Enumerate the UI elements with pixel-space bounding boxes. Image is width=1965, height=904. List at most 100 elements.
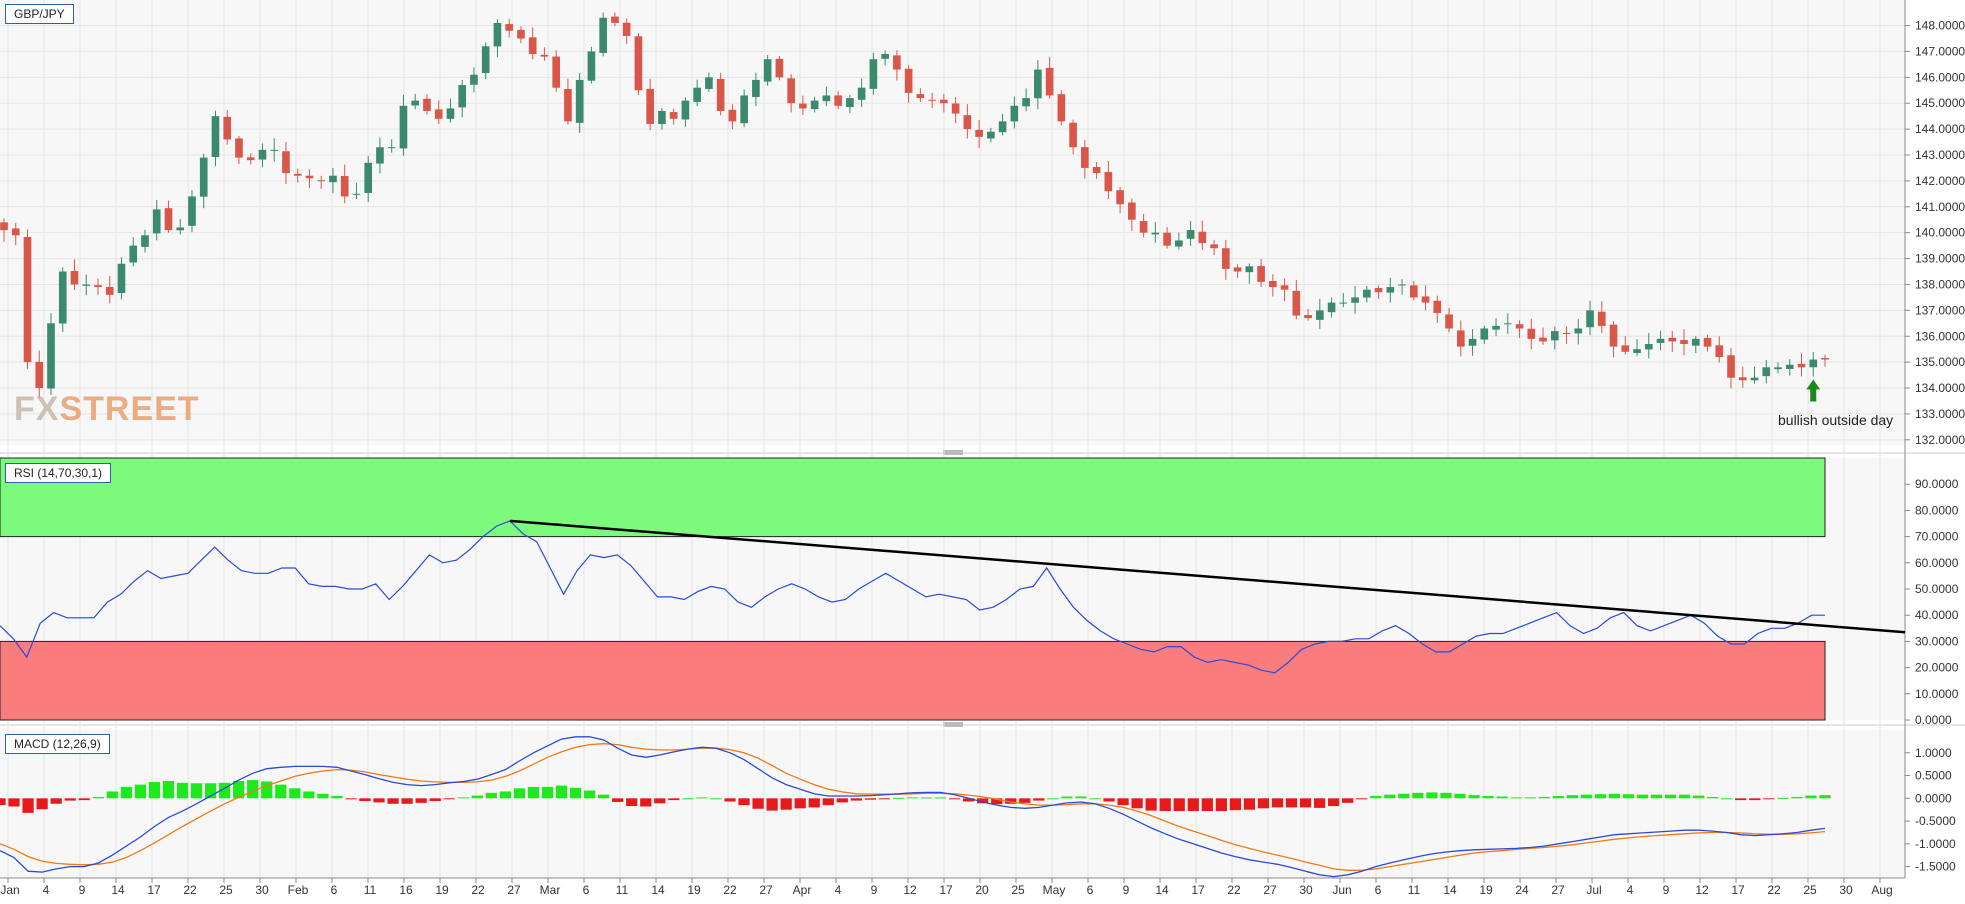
candle-body bbox=[129, 245, 138, 263]
candle-body bbox=[1644, 344, 1653, 350]
macd-histogram-bar bbox=[1299, 798, 1312, 808]
macd-histogram-bar bbox=[1566, 795, 1578, 799]
bullish-arrow-icon bbox=[1806, 379, 1821, 402]
candle-body bbox=[575, 79, 584, 123]
candle-body bbox=[940, 99, 948, 104]
macd-histogram-bar bbox=[1131, 798, 1143, 809]
macd-histogram-bar bbox=[387, 798, 399, 804]
macd-histogram-bar bbox=[247, 780, 259, 799]
candle-body bbox=[1821, 358, 1829, 360]
candle-body bbox=[1151, 232, 1160, 235]
macd-histogram-bar bbox=[934, 797, 947, 799]
rsi-line bbox=[0, 520, 1825, 674]
price-y-tick-label: 134.0000 bbox=[1915, 381, 1965, 395]
candle-body bbox=[387, 147, 396, 149]
x-tick-label: 19 bbox=[435, 883, 449, 897]
candle-body bbox=[35, 361, 44, 389]
candle-body bbox=[552, 56, 560, 88]
x-tick-label: 17 bbox=[147, 883, 161, 897]
macd-histogram-bar bbox=[1538, 796, 1550, 799]
macd-histogram-bar bbox=[345, 798, 357, 800]
macd-histogram-bar bbox=[1103, 798, 1115, 802]
x-tick-label: 9 bbox=[79, 883, 86, 897]
x-tick-label: Jul bbox=[1586, 883, 1601, 897]
macd-histogram-bar bbox=[949, 798, 961, 800]
x-tick-label: 22 bbox=[723, 883, 737, 897]
macd-histogram-bar bbox=[1622, 794, 1635, 799]
candle-body bbox=[1680, 340, 1688, 345]
candle-body bbox=[752, 79, 760, 98]
candle-body bbox=[258, 149, 267, 160]
macd-histogram-bar bbox=[1482, 796, 1494, 799]
macd-histogram-bar bbox=[1791, 796, 1803, 799]
macd-histogram-bar bbox=[204, 783, 217, 799]
fxstreet-logo: FXSTREET bbox=[14, 390, 200, 428]
macd-histogram-bar bbox=[598, 794, 610, 799]
macd-histogram-bar bbox=[50, 798, 62, 804]
candle-body bbox=[423, 98, 431, 111]
macd-histogram-bar bbox=[1636, 794, 1649, 799]
candle-body bbox=[1409, 285, 1418, 298]
macd-pane-bg bbox=[0, 730, 1905, 878]
candle-body bbox=[1386, 287, 1395, 293]
macd-y-tick-label: -0.5000 bbox=[1915, 814, 1956, 828]
x-tick-label: 17 bbox=[1191, 883, 1205, 897]
macd-histogram-bar bbox=[977, 798, 989, 804]
candle-body bbox=[317, 180, 326, 182]
price-y-tick-label: 147.0000 bbox=[1915, 44, 1965, 58]
candle-body bbox=[1233, 267, 1242, 272]
macd-histogram-bar bbox=[1243, 798, 1256, 810]
x-tick-label: 27 bbox=[1551, 883, 1565, 897]
candle-body bbox=[364, 162, 373, 193]
macd-label[interactable]: MACD (12,26,9) bbox=[5, 734, 110, 754]
rsi-label[interactable]: RSI (14,70,30,1) bbox=[5, 463, 112, 483]
x-tick-label: 22 bbox=[183, 883, 197, 897]
candle-body bbox=[799, 103, 807, 109]
macd-histogram-bar bbox=[920, 797, 933, 799]
x-tick-label: 27 bbox=[1263, 883, 1277, 897]
macd-histogram-bar bbox=[1819, 795, 1831, 799]
candle-body bbox=[1010, 105, 1019, 122]
candle-body bbox=[1175, 240, 1183, 247]
macd-histogram-bar bbox=[1440, 792, 1452, 799]
macd-histogram-bar bbox=[963, 798, 975, 802]
macd-histogram-bar bbox=[541, 786, 554, 799]
x-tick-label: 17 bbox=[939, 883, 953, 897]
candle-body bbox=[564, 89, 572, 122]
candle-body bbox=[528, 37, 537, 55]
candle-body bbox=[1257, 266, 1265, 282]
candle-body bbox=[164, 208, 173, 231]
candle-body bbox=[47, 323, 55, 389]
candle-body bbox=[1292, 290, 1301, 316]
macd-histogram-bar bbox=[612, 798, 624, 802]
macd-histogram-bar bbox=[892, 797, 905, 799]
x-tick-label: 30 bbox=[1299, 883, 1313, 897]
macd-histogram-bar bbox=[1328, 798, 1340, 807]
rsi-y-tick-label: 50.0000 bbox=[1915, 582, 1959, 596]
macd-histogram-bar bbox=[0, 798, 6, 806]
x-tick-label: 25 bbox=[219, 883, 233, 897]
macd-histogram-bar bbox=[850, 798, 862, 801]
macd-histogram-bar bbox=[317, 793, 329, 799]
x-tick-label: 9 bbox=[1123, 883, 1130, 897]
macd-histogram-bar bbox=[626, 798, 638, 807]
x-tick-label: 30 bbox=[1839, 883, 1853, 897]
x-tick-label: 6 bbox=[1087, 883, 1094, 897]
candle-body bbox=[611, 16, 619, 23]
candle-body bbox=[1797, 363, 1806, 368]
candle-body bbox=[1785, 364, 1794, 369]
candle-body bbox=[775, 58, 784, 78]
rsi-y-tick-label: 10.0000 bbox=[1915, 687, 1959, 701]
macd-histogram-bar bbox=[1005, 798, 1017, 804]
x-tick-label: 30 bbox=[255, 883, 269, 897]
x-tick-label: 11 bbox=[1408, 883, 1421, 897]
macd-histogram-bar bbox=[1215, 798, 1227, 812]
candle-body bbox=[211, 116, 220, 158]
candle-body bbox=[1633, 349, 1641, 353]
candle-body bbox=[1492, 325, 1500, 330]
candle-body bbox=[1727, 355, 1735, 378]
macd-histogram-bar bbox=[682, 798, 694, 800]
symbol-label[interactable]: GBP/JPY bbox=[5, 4, 74, 24]
price-y-tick-label: 135.0000 bbox=[1915, 355, 1965, 369]
